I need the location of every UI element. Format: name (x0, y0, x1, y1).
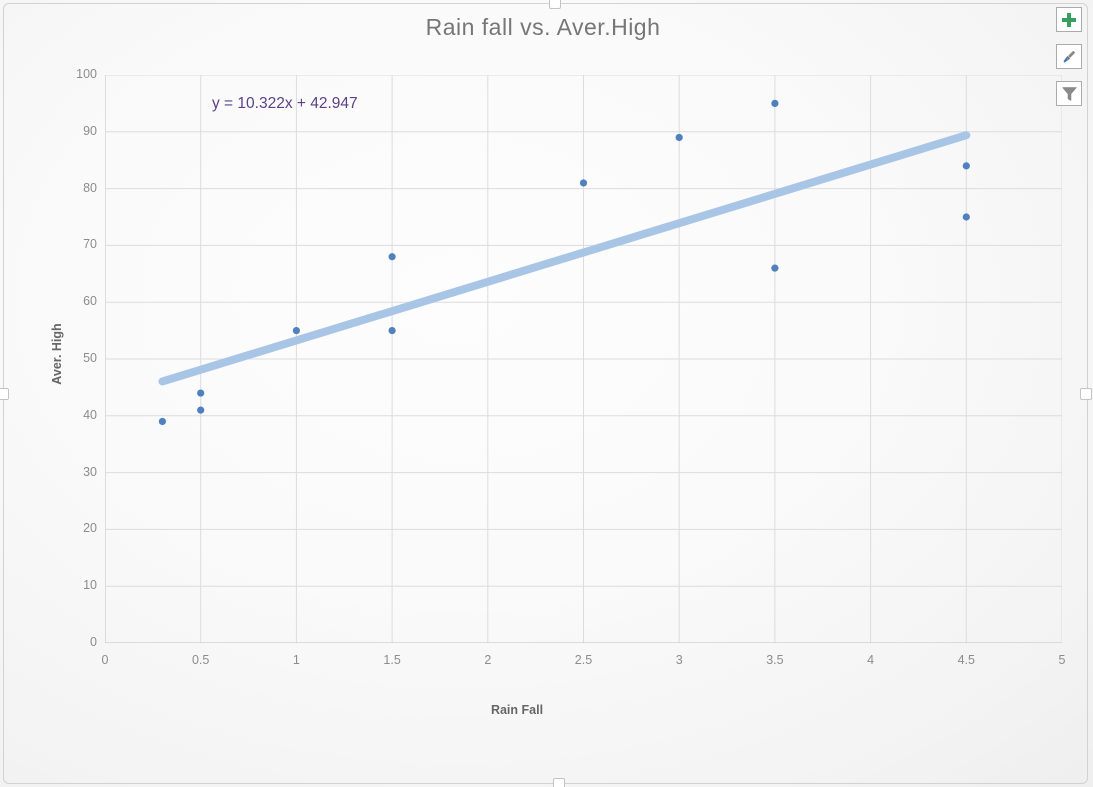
trendline-equation-label[interactable]: y = 10.322x + 42.947 (212, 95, 358, 112)
y-tick-label: 80 (83, 180, 97, 195)
x-tick-label: 3.5 (766, 653, 784, 667)
chart-title[interactable]: Rain fall vs. Aver.High (425, 14, 661, 40)
filter-funnel-icon (1061, 86, 1077, 101)
y-tick-label: 90 (83, 123, 97, 138)
x-tick-label: 3 (675, 653, 683, 667)
x-axis-title[interactable]: Rain Fall (490, 703, 544, 717)
data-point[interactable] (962, 213, 970, 221)
plus-icon (1062, 12, 1076, 27)
data-point[interactable] (197, 406, 205, 414)
resize-handle-top[interactable] (549, 0, 561, 9)
x-tick-label: 2.5 (574, 653, 593, 667)
data-point[interactable] (962, 162, 970, 170)
data-point[interactable] (158, 417, 167, 426)
resize-handle-bottom[interactable] (553, 778, 565, 787)
y-tick-label: 70 (83, 237, 97, 252)
x-tick-label: 0.5 (191, 653, 210, 667)
data-point[interactable] (579, 179, 588, 187)
y-tick-label: 20 (83, 521, 97, 536)
data-point[interactable] (388, 253, 396, 261)
data-point[interactable] (771, 99, 779, 107)
scatter-series[interactable] (158, 99, 970, 426)
gridlines (105, 75, 1062, 643)
y-axis-title[interactable]: Aver. High (50, 323, 64, 385)
x-tick-label: 2 (484, 653, 492, 667)
x-tick-label: 4.5 (957, 653, 975, 667)
data-point[interactable] (388, 327, 396, 335)
y-tick-label: 50 (83, 351, 97, 365)
x-tick-label: 1.5 (383, 653, 401, 667)
x-tick-label: 4 (867, 653, 875, 667)
y-tick-label: 30 (83, 464, 97, 479)
trendline[interactable] (158, 131, 971, 386)
data-point[interactable] (675, 133, 683, 142)
chart-styles-button[interactable] (1056, 44, 1082, 69)
x-tick-label: 5 (1058, 653, 1066, 667)
plot-area[interactable] (105, 75, 1062, 643)
y-tick-label: 0 (90, 635, 97, 649)
y-tick-label: 10 (83, 578, 97, 593)
paintbrush-icon (1063, 50, 1075, 62)
resize-handle-right[interactable] (1080, 388, 1092, 400)
chart-elements-button[interactable] (1056, 7, 1082, 32)
data-point[interactable] (292, 327, 300, 335)
y-tick-label: 40 (83, 407, 97, 422)
x-tick-label: 1 (292, 653, 300, 667)
y-tick-label: 100 (76, 67, 97, 81)
resize-handle-left[interactable] (0, 388, 9, 400)
chart-filters-button[interactable] (1056, 81, 1082, 106)
x-tick-label: 0 (101, 653, 109, 667)
data-point[interactable] (771, 264, 779, 272)
y-tick-label: 60 (83, 294, 97, 309)
data-point[interactable] (197, 389, 205, 397)
